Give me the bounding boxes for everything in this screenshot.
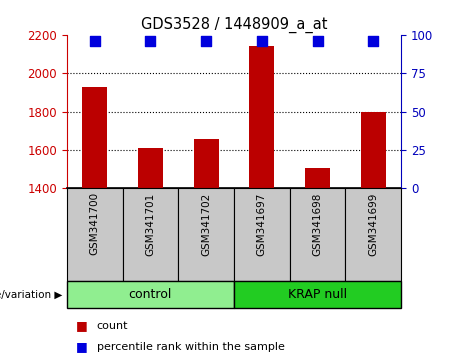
Text: GSM341698: GSM341698 bbox=[313, 192, 323, 256]
Text: GSM341701: GSM341701 bbox=[145, 192, 155, 256]
Bar bbox=[194, 139, 219, 188]
Bar bbox=[305, 168, 330, 188]
Title: GDS3528 / 1448909_a_at: GDS3528 / 1448909_a_at bbox=[141, 16, 327, 33]
Point bbox=[258, 38, 266, 44]
Text: ■: ■ bbox=[76, 341, 88, 353]
Bar bbox=[249, 46, 274, 188]
Text: GSM341702: GSM341702 bbox=[201, 192, 211, 256]
Text: GSM341699: GSM341699 bbox=[368, 192, 378, 256]
Point bbox=[202, 38, 210, 44]
FancyBboxPatch shape bbox=[234, 188, 290, 281]
FancyBboxPatch shape bbox=[345, 188, 401, 281]
FancyBboxPatch shape bbox=[67, 281, 234, 308]
Text: GSM341700: GSM341700 bbox=[90, 192, 100, 256]
Text: percentile rank within the sample: percentile rank within the sample bbox=[97, 342, 285, 352]
Text: KRAP null: KRAP null bbox=[288, 288, 347, 301]
Bar bbox=[82, 87, 107, 188]
Point bbox=[91, 38, 98, 44]
Text: count: count bbox=[97, 321, 128, 331]
Text: ■: ■ bbox=[76, 319, 88, 332]
FancyBboxPatch shape bbox=[67, 188, 123, 281]
FancyBboxPatch shape bbox=[123, 188, 178, 281]
FancyBboxPatch shape bbox=[290, 188, 345, 281]
Text: control: control bbox=[129, 288, 172, 301]
Bar bbox=[138, 148, 163, 188]
Point bbox=[147, 38, 154, 44]
Text: GSM341697: GSM341697 bbox=[257, 192, 267, 256]
Point bbox=[370, 38, 377, 44]
Bar bbox=[361, 113, 386, 188]
Point bbox=[314, 38, 321, 44]
FancyBboxPatch shape bbox=[234, 281, 401, 308]
FancyBboxPatch shape bbox=[178, 188, 234, 281]
Text: genotype/variation ▶: genotype/variation ▶ bbox=[0, 290, 62, 300]
